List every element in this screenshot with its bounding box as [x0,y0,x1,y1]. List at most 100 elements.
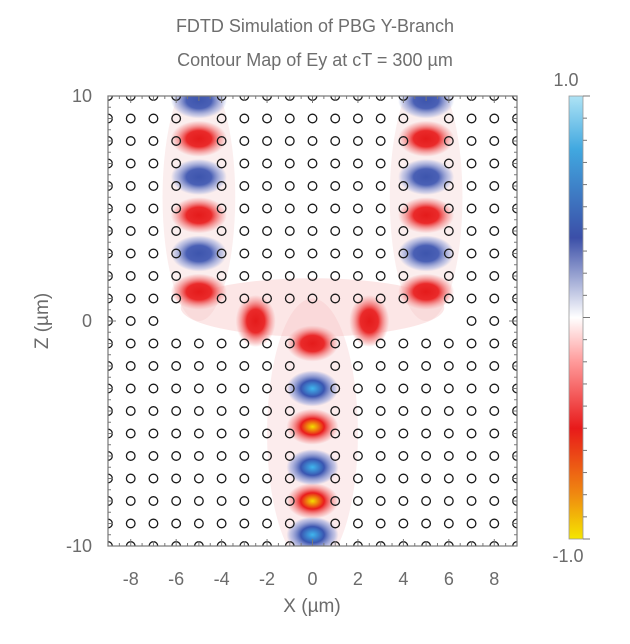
lattice-rod [466,293,477,304]
lattice-rod [398,338,409,349]
lattice-rod [489,361,500,371]
lattice-rod [284,113,295,124]
lattice-rod [171,271,182,281]
lattice-rod [307,271,318,281]
lattice-rod [443,496,454,506]
lattice-rod [489,428,500,439]
lattice-rod [216,361,227,371]
lattice-rod [284,271,295,281]
lattice-rod [171,451,182,461]
field-lobe [286,408,339,445]
lattice-rod [262,451,273,461]
lattice-rod [466,406,477,416]
lattice-rod [239,293,250,304]
x-tick-label: 8 [489,569,499,589]
lattice-rod [284,181,295,191]
lattice-rod [239,406,250,416]
lattice-rod [489,473,500,484]
lattice-rod [171,406,182,416]
lattice-rod [466,383,477,394]
lattice-rod [193,518,204,529]
lattice-rod [171,113,182,124]
x-tick-label: -2 [259,569,275,589]
colorbar-min-label: -1.0 [552,546,583,566]
lattice-rod [307,203,318,214]
field-lobe [286,449,339,486]
lattice-rod [216,428,227,439]
lattice-rod [216,383,227,394]
lattice-rod [148,361,159,371]
lattice-rod [239,496,250,506]
lattice-rod [443,293,454,304]
y-axis-label: Z (µm) [32,293,53,349]
field-lobe [398,273,455,310]
lattice-rod [262,361,273,371]
lattice-rod [239,181,250,191]
lattice-rod [193,451,204,461]
lattice-rod [171,383,182,394]
lattice-rod [171,226,182,236]
x-tick-label: 0 [307,569,317,589]
lattice-rod [398,473,409,484]
lattice-rod [330,203,341,214]
field-lobe [349,295,390,347]
lattice-rod [239,383,250,394]
lattice-rod [443,518,454,529]
lattice-rod [307,248,318,259]
lattice-rod [443,406,454,416]
lattice-rod [262,338,273,349]
lattice-rod [330,136,341,146]
x-tick-label: 4 [398,569,408,589]
lattice-rod [125,361,136,371]
lattice-rod [443,248,454,259]
lattice-rod [216,203,227,214]
lattice-rod [489,203,500,214]
lattice-rod [421,361,432,371]
lattice-rod [262,383,273,394]
lattice-rod [398,226,409,236]
lattice-rod [125,203,136,214]
lattice-rod [489,496,500,506]
lattice-rod [466,496,477,506]
field-lobe [286,325,339,362]
lattice-rod [352,406,363,416]
lattice-rod [421,496,432,506]
lattice-rod [307,113,318,124]
lattice-rod [239,338,250,349]
lattice-rod [375,203,386,214]
lattice-rod [284,496,295,506]
lattice-rod [352,136,363,146]
lattice-rod [398,383,409,394]
lattice-rod [171,248,182,259]
lattice-rod [443,113,454,124]
lattice-rod [307,293,318,304]
lattice-rod [443,473,454,484]
lattice-rod [262,226,273,236]
lattice-rod [148,226,159,236]
lattice-rod [216,271,227,281]
field-lobe [170,235,227,272]
lattice-rod [239,518,250,529]
field-lobe [170,159,227,195]
lattice-rod [398,158,409,169]
lattice-rod [125,113,136,124]
lattice-rod [125,451,136,461]
lattice-rod [398,248,409,259]
lattice-rod [352,158,363,169]
lattice-rod [466,338,477,349]
lattice-rod [193,383,204,394]
lattice-rod [489,248,500,259]
lattice-rod [125,338,136,349]
field-lobe [170,273,227,310]
lattice-rod [125,406,136,416]
lattice-rod [171,136,182,146]
lattice-rod [216,136,227,146]
lattice-rod [330,181,341,191]
rod-lattice [108,96,517,546]
lattice-rod [466,113,477,124]
lattice-rod [375,406,386,416]
lattice-rod [421,428,432,439]
colorbar [568,95,590,540]
lattice-rod [352,451,363,461]
